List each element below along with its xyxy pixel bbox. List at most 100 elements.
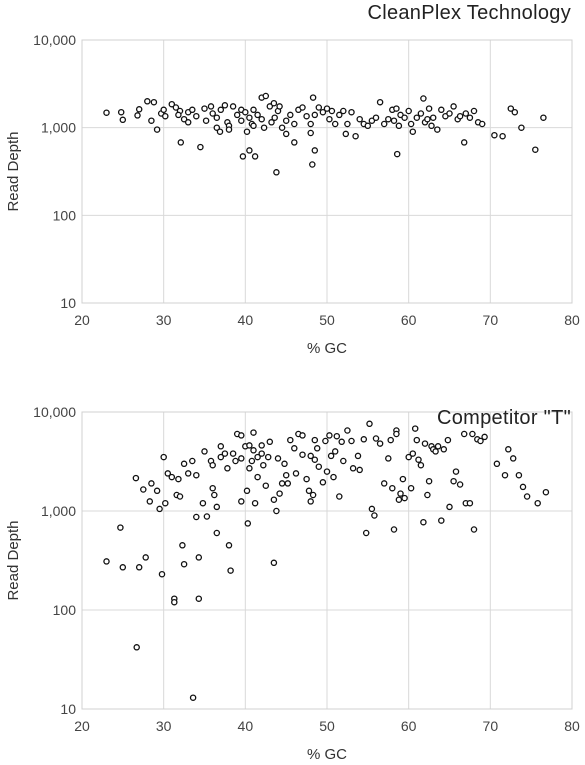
data-point [140, 486, 147, 493]
scatter-plot-cleanplex: 20 30 40 50 60 70 80 10 100 1,000 10,000 % GC Read D… [5, 32, 580, 357]
data-point [409, 450, 417, 457]
data-point [389, 484, 396, 492]
data-point [469, 430, 476, 438]
data-point [292, 470, 300, 477]
data-point [429, 114, 437, 121]
data-point [519, 483, 527, 491]
data-point [446, 110, 453, 117]
data-point [260, 124, 268, 131]
y-axis-label: Read Depth [5, 520, 22, 600]
data-point [209, 110, 216, 117]
data-point [213, 529, 221, 537]
data-point [425, 105, 433, 112]
data-point [282, 117, 290, 124]
data-point [189, 457, 196, 465]
y-tick-label: 10,000 [33, 404, 76, 420]
data-point [330, 473, 337, 481]
data-point [251, 153, 259, 160]
data-point [352, 132, 359, 140]
data-point [399, 475, 407, 483]
y-axis-label: Read Depth [5, 131, 22, 211]
data-point [395, 496, 403, 503]
x-tick-label: 40 [238, 312, 254, 328]
data-point [372, 114, 380, 121]
data-point [239, 153, 247, 160]
data-point [305, 487, 313, 495]
data-point [466, 114, 474, 121]
data-point [282, 471, 290, 479]
data-point [193, 112, 200, 120]
data-point [233, 111, 241, 119]
data-point [291, 445, 298, 452]
data-point [262, 482, 270, 489]
data-point [315, 463, 323, 470]
data-point [119, 564, 127, 571]
data-point [420, 95, 427, 102]
data-point [160, 106, 167, 114]
data-point [201, 448, 208, 455]
chart-competitor: 20 30 40 50 60 70 80 10 100 1,000 10,000 % GC Read D… [0, 395, 585, 765]
data-point [144, 98, 151, 105]
data-point [333, 432, 341, 440]
data-point [270, 99, 278, 107]
data-point [172, 104, 180, 111]
data-point [117, 108, 125, 116]
x-tick-label: 50 [319, 718, 335, 734]
data-point [390, 526, 398, 533]
data-point [134, 112, 141, 119]
data-point [270, 496, 278, 503]
data-point [303, 112, 310, 120]
data-point [311, 111, 319, 119]
data-point [270, 559, 278, 567]
data-point [229, 103, 237, 110]
data-point [133, 644, 140, 651]
data-point [162, 112, 169, 120]
y-tick-labels: 10 100 1,000 10,000 [33, 404, 76, 717]
data-point [177, 139, 185, 146]
data-point [507, 105, 515, 112]
data-point [246, 114, 253, 121]
data-point [258, 450, 265, 457]
data-point [246, 465, 253, 472]
data-point [282, 130, 290, 138]
data-point [450, 103, 457, 110]
y-tick-label: 100 [53, 207, 77, 223]
chart-cleanplex: 20 30 40 50 60 70 80 10 100 1,000 10,000 % GC Read D… [0, 0, 585, 375]
data-point [156, 505, 163, 513]
scatter-plot-competitor: 20 30 40 50 60 70 80 10 100 1,000 10,000 % GC Read D… [5, 404, 580, 763]
data-point [287, 436, 294, 444]
data-point [493, 460, 501, 468]
data-point [371, 512, 378, 519]
data-point [380, 480, 388, 487]
x-tick-labels: 20 30 40 50 60 70 80 [74, 312, 580, 328]
data-point [202, 117, 210, 124]
data-point [150, 98, 158, 106]
data-point [158, 570, 166, 578]
data-point [246, 147, 253, 154]
x-tick-label: 80 [564, 718, 580, 734]
data-point [211, 491, 218, 499]
data-point [342, 130, 350, 138]
data-point [326, 115, 333, 123]
x-tick-label: 80 [564, 312, 580, 328]
x-tick-label: 20 [74, 312, 90, 328]
data-point [227, 567, 234, 574]
data-point [243, 487, 251, 495]
data-point [251, 499, 259, 507]
data-point [271, 114, 278, 121]
data-point [103, 109, 110, 116]
data-point [460, 430, 468, 438]
data-point [258, 442, 265, 449]
data-point [319, 479, 327, 486]
data-point [309, 94, 317, 101]
data-point [238, 498, 245, 505]
data-point [213, 124, 221, 131]
data-point [217, 106, 225, 114]
data-point [401, 114, 408, 121]
data-point [258, 115, 265, 123]
data-point [224, 465, 231, 472]
data-point [189, 106, 196, 114]
data-point [511, 108, 519, 116]
data-point [221, 102, 229, 109]
data-point [390, 117, 398, 124]
